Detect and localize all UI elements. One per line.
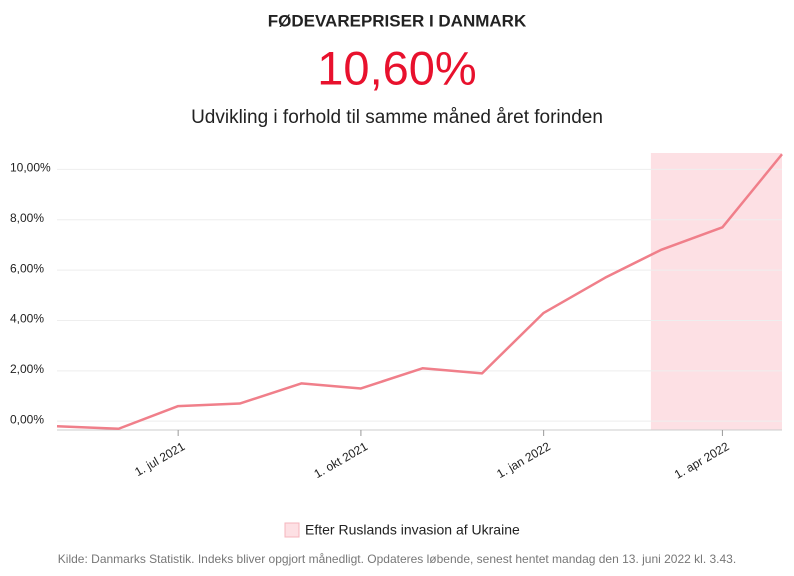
subtitle: Udvikling i forhold til samme måned året…	[191, 107, 603, 128]
x-tick-label: 1. jan 2022	[494, 439, 553, 481]
legend-label: Efter Ruslands invasion af Ukraine	[305, 522, 520, 538]
y-tick-label: 2,00%	[10, 362, 44, 376]
x-tick-label: 1. jul 2021	[132, 439, 187, 479]
x-tick-label: 1. apr 2022	[672, 439, 732, 482]
legend-swatch	[284, 522, 300, 538]
line	[56, 153, 783, 430]
chart-title: FØDEVAREPRISER I DANMARK	[268, 11, 527, 30]
y-tick-label: 4,00%	[10, 312, 44, 326]
source: Kilde: Danmarks Statistik. Indeks bliver…	[58, 552, 736, 566]
y-tick-label: 6,00%	[10, 261, 44, 275]
headline: 10,60%	[317, 41, 476, 94]
y-tick-label: 10,00%	[10, 161, 51, 175]
y-tick-label: 8,00%	[10, 211, 44, 225]
y-tick-label: 0,00%	[10, 412, 44, 426]
highlight-band	[650, 153, 782, 430]
x-tick-label: 1. okt 2021	[312, 439, 371, 481]
